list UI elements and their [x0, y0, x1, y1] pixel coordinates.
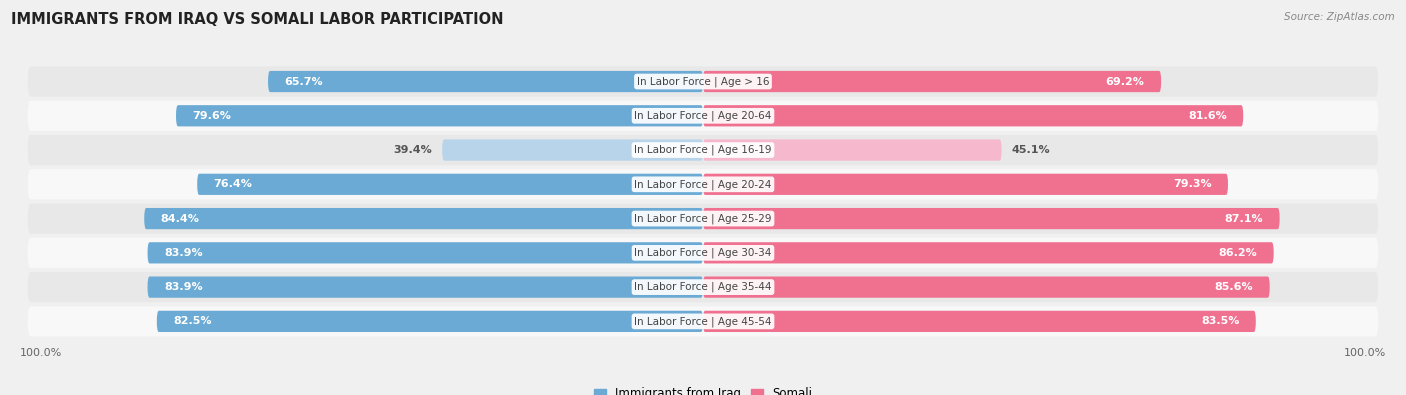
- Text: 83.9%: 83.9%: [165, 282, 202, 292]
- Text: 79.3%: 79.3%: [1173, 179, 1212, 189]
- Text: In Labor Force | Age 20-64: In Labor Force | Age 20-64: [634, 111, 772, 121]
- Text: 87.1%: 87.1%: [1225, 214, 1263, 224]
- FancyBboxPatch shape: [441, 139, 703, 161]
- Text: In Labor Force | Age 45-54: In Labor Force | Age 45-54: [634, 316, 772, 327]
- FancyBboxPatch shape: [157, 311, 703, 332]
- Text: In Labor Force | Age > 16: In Labor Force | Age > 16: [637, 76, 769, 87]
- Text: In Labor Force | Age 20-24: In Labor Force | Age 20-24: [634, 179, 772, 190]
- Text: 79.6%: 79.6%: [193, 111, 232, 121]
- Text: 82.5%: 82.5%: [173, 316, 212, 326]
- FancyBboxPatch shape: [145, 208, 703, 229]
- FancyBboxPatch shape: [703, 174, 1227, 195]
- Text: In Labor Force | Age 35-44: In Labor Force | Age 35-44: [634, 282, 772, 292]
- Legend: Immigrants from Iraq, Somali: Immigrants from Iraq, Somali: [593, 387, 813, 395]
- FancyBboxPatch shape: [703, 105, 1243, 126]
- Text: In Labor Force | Age 25-29: In Labor Force | Age 25-29: [634, 213, 772, 224]
- Text: 81.6%: 81.6%: [1188, 111, 1226, 121]
- FancyBboxPatch shape: [28, 135, 1378, 165]
- FancyBboxPatch shape: [269, 71, 703, 92]
- FancyBboxPatch shape: [703, 139, 1001, 161]
- Text: 86.2%: 86.2%: [1219, 248, 1257, 258]
- FancyBboxPatch shape: [176, 105, 703, 126]
- FancyBboxPatch shape: [28, 66, 1378, 97]
- FancyBboxPatch shape: [703, 276, 1270, 298]
- FancyBboxPatch shape: [28, 272, 1378, 302]
- FancyBboxPatch shape: [28, 238, 1378, 268]
- Text: 83.5%: 83.5%: [1201, 316, 1239, 326]
- Text: 76.4%: 76.4%: [214, 179, 253, 189]
- FancyBboxPatch shape: [703, 242, 1274, 263]
- Text: 83.9%: 83.9%: [165, 248, 202, 258]
- FancyBboxPatch shape: [703, 311, 1256, 332]
- Text: 69.2%: 69.2%: [1105, 77, 1144, 87]
- Text: 84.4%: 84.4%: [160, 214, 200, 224]
- FancyBboxPatch shape: [28, 203, 1378, 234]
- FancyBboxPatch shape: [703, 71, 1161, 92]
- Text: In Labor Force | Age 16-19: In Labor Force | Age 16-19: [634, 145, 772, 155]
- Text: Source: ZipAtlas.com: Source: ZipAtlas.com: [1284, 12, 1395, 22]
- Text: 45.1%: 45.1%: [1011, 145, 1050, 155]
- FancyBboxPatch shape: [28, 101, 1378, 131]
- FancyBboxPatch shape: [148, 276, 703, 298]
- Text: 39.4%: 39.4%: [394, 145, 432, 155]
- FancyBboxPatch shape: [197, 174, 703, 195]
- FancyBboxPatch shape: [148, 242, 703, 263]
- FancyBboxPatch shape: [28, 306, 1378, 337]
- Text: 85.6%: 85.6%: [1215, 282, 1253, 292]
- FancyBboxPatch shape: [703, 208, 1279, 229]
- Text: In Labor Force | Age 30-34: In Labor Force | Age 30-34: [634, 248, 772, 258]
- Text: IMMIGRANTS FROM IRAQ VS SOMALI LABOR PARTICIPATION: IMMIGRANTS FROM IRAQ VS SOMALI LABOR PAR…: [11, 12, 503, 27]
- Text: 65.7%: 65.7%: [284, 77, 323, 87]
- FancyBboxPatch shape: [28, 169, 1378, 199]
